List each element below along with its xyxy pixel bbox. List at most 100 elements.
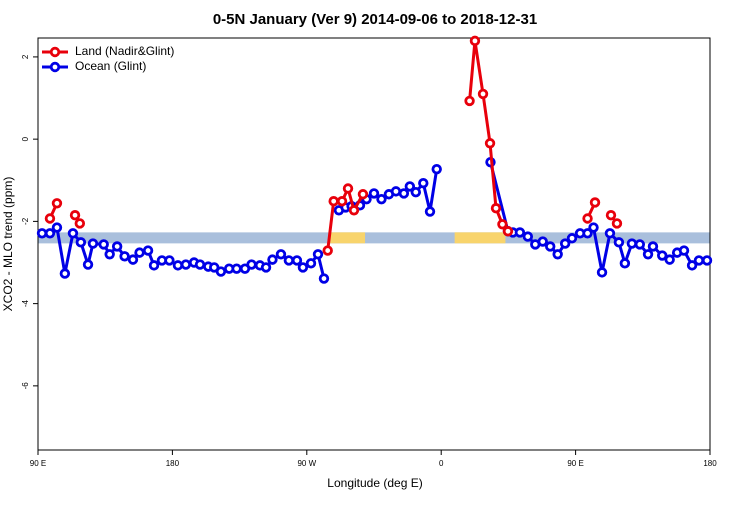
data-point [127, 254, 139, 265]
x-tick-label: 90 E [30, 459, 46, 468]
data-point [51, 198, 63, 209]
data-point [357, 189, 369, 200]
data-point [559, 238, 571, 249]
data-point [626, 238, 638, 249]
data-point [582, 213, 593, 224]
data-point [657, 250, 668, 261]
data-point [74, 218, 86, 229]
data-point [275, 249, 287, 260]
data-point [686, 260, 698, 271]
x-axis-label: Longitude (deg E) [327, 476, 422, 490]
data-point [328, 196, 339, 207]
data-point [312, 249, 324, 260]
data-point [164, 255, 175, 266]
data-point [267, 254, 278, 265]
data-point [693, 255, 705, 266]
data-point [619, 258, 631, 269]
data-point [69, 210, 81, 221]
data-point [119, 251, 130, 262]
data-point [75, 237, 87, 248]
data-point [142, 245, 154, 256]
data-point [522, 231, 534, 242]
band-highlight [454, 232, 506, 244]
data-point [322, 245, 333, 256]
data-point [376, 193, 387, 205]
data-point [490, 203, 502, 214]
data-point [634, 239, 646, 250]
data-point [36, 228, 48, 239]
x-tick-label: 90 E [567, 459, 583, 468]
data-point [297, 262, 309, 273]
data-point [180, 259, 192, 270]
data-point [418, 177, 429, 189]
data-point [589, 197, 601, 208]
data-point [368, 188, 380, 199]
x-tick-label: 90 W [297, 459, 316, 468]
y-axis-label: XCO2 - MLO trend (ppm) [1, 177, 15, 312]
data-point [246, 259, 257, 270]
legend-marker [49, 61, 61, 73]
data-point [148, 260, 160, 271]
data-point [260, 262, 272, 273]
legend-marker [49, 46, 61, 58]
y-tick-label: 0 [21, 136, 30, 141]
data-point [611, 218, 623, 229]
y-tick-label: -4 [21, 300, 30, 308]
data-point [431, 163, 442, 175]
data-point [98, 239, 109, 250]
data-point [305, 258, 317, 269]
y-tick-label: 2 [21, 54, 30, 59]
legend-label: Land (Nadir&Glint) [75, 44, 174, 58]
x-tick-label: 0 [439, 459, 444, 468]
x-tick-label: 180 [166, 459, 180, 468]
data-point [390, 186, 402, 197]
chart-title: 0-5N January (Ver 9) 2014-09-06 to 2018-… [213, 11, 537, 28]
data-point [215, 266, 227, 277]
data-point [398, 188, 410, 199]
data-point [404, 181, 416, 192]
data-point [537, 236, 548, 247]
data-point [291, 255, 303, 266]
data-point [497, 219, 508, 230]
data-point [283, 255, 295, 266]
data-point [104, 249, 115, 260]
data-point [642, 249, 654, 260]
data-point [514, 227, 526, 238]
data-point [87, 238, 99, 249]
data-point [336, 196, 348, 207]
band-highlight [330, 232, 366, 244]
data-point [67, 228, 79, 239]
data-point [582, 228, 593, 239]
data-point [664, 254, 675, 265]
data-point [348, 205, 360, 216]
y-tick-label: -2 [21, 217, 30, 225]
data-point [502, 226, 514, 237]
data-point [82, 259, 94, 270]
data-point [424, 206, 436, 217]
data-point [410, 186, 422, 198]
data-point [566, 233, 578, 244]
data-point [588, 222, 599, 233]
data-point [342, 183, 354, 194]
data-point [111, 241, 123, 252]
data-point [231, 263, 242, 274]
data-point [647, 241, 659, 252]
data-point [613, 237, 625, 248]
data-point [469, 35, 481, 47]
data-point [477, 88, 489, 100]
series-line [42, 161, 708, 279]
data-point [44, 228, 56, 239]
data-point [545, 241, 556, 252]
data-point [59, 268, 71, 279]
data-point [678, 245, 690, 256]
legend-label: Ocean (Glint) [75, 59, 146, 73]
data-point [318, 273, 330, 284]
data-point [134, 247, 145, 258]
data-point [596, 267, 608, 278]
data-point [172, 260, 184, 271]
data-point [552, 249, 563, 260]
data-point [44, 213, 56, 224]
data-point [464, 95, 475, 107]
